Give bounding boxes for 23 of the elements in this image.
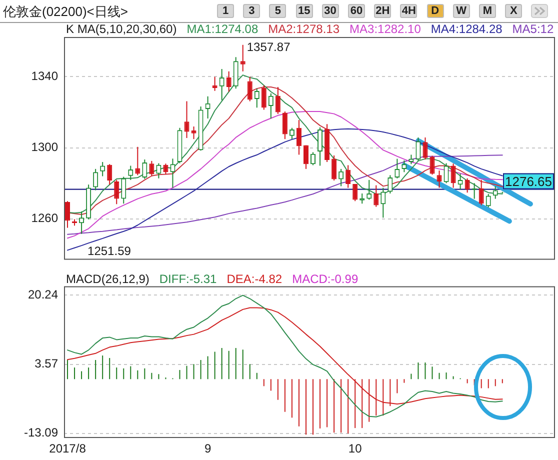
text: MA5:12	[512, 22, 554, 36]
x-tick-label: 10	[348, 442, 362, 456]
text: MA1:1274.08	[186, 22, 258, 36]
x-tick-label: 2017/8	[49, 442, 86, 456]
annotation: 1357.87	[246, 40, 291, 54]
text: MA4:1284.28	[430, 22, 502, 36]
text: MACD:-0.99	[292, 272, 358, 286]
text: MA3:1282.10	[350, 22, 421, 36]
y-tick-label: 1260	[31, 211, 58, 226]
y-tick-label: 20.24	[28, 287, 58, 302]
y-tick-label: 1300	[31, 140, 58, 154]
series-label: DIFF:-5.31	[159, 272, 217, 286]
annotation: 1251.59	[88, 244, 132, 258]
legend-title: MACD(26,12,9)	[66, 272, 150, 286]
y-tick-label: 3.57	[34, 356, 58, 371]
y-tick-label: 1340	[31, 68, 58, 83]
y-tick-label: -13.09	[24, 426, 58, 440]
text: MA2:1278.13	[268, 22, 340, 36]
legend-title: K MA(5,10,20,30,60)	[66, 22, 177, 36]
chart-title: 伦敦金(02200)<日线>	[3, 4, 128, 19]
x-tick-label: 9	[204, 442, 212, 456]
text: DEA:-4.82	[226, 272, 282, 286]
ref-line-label: 1276.65	[505, 174, 552, 189]
